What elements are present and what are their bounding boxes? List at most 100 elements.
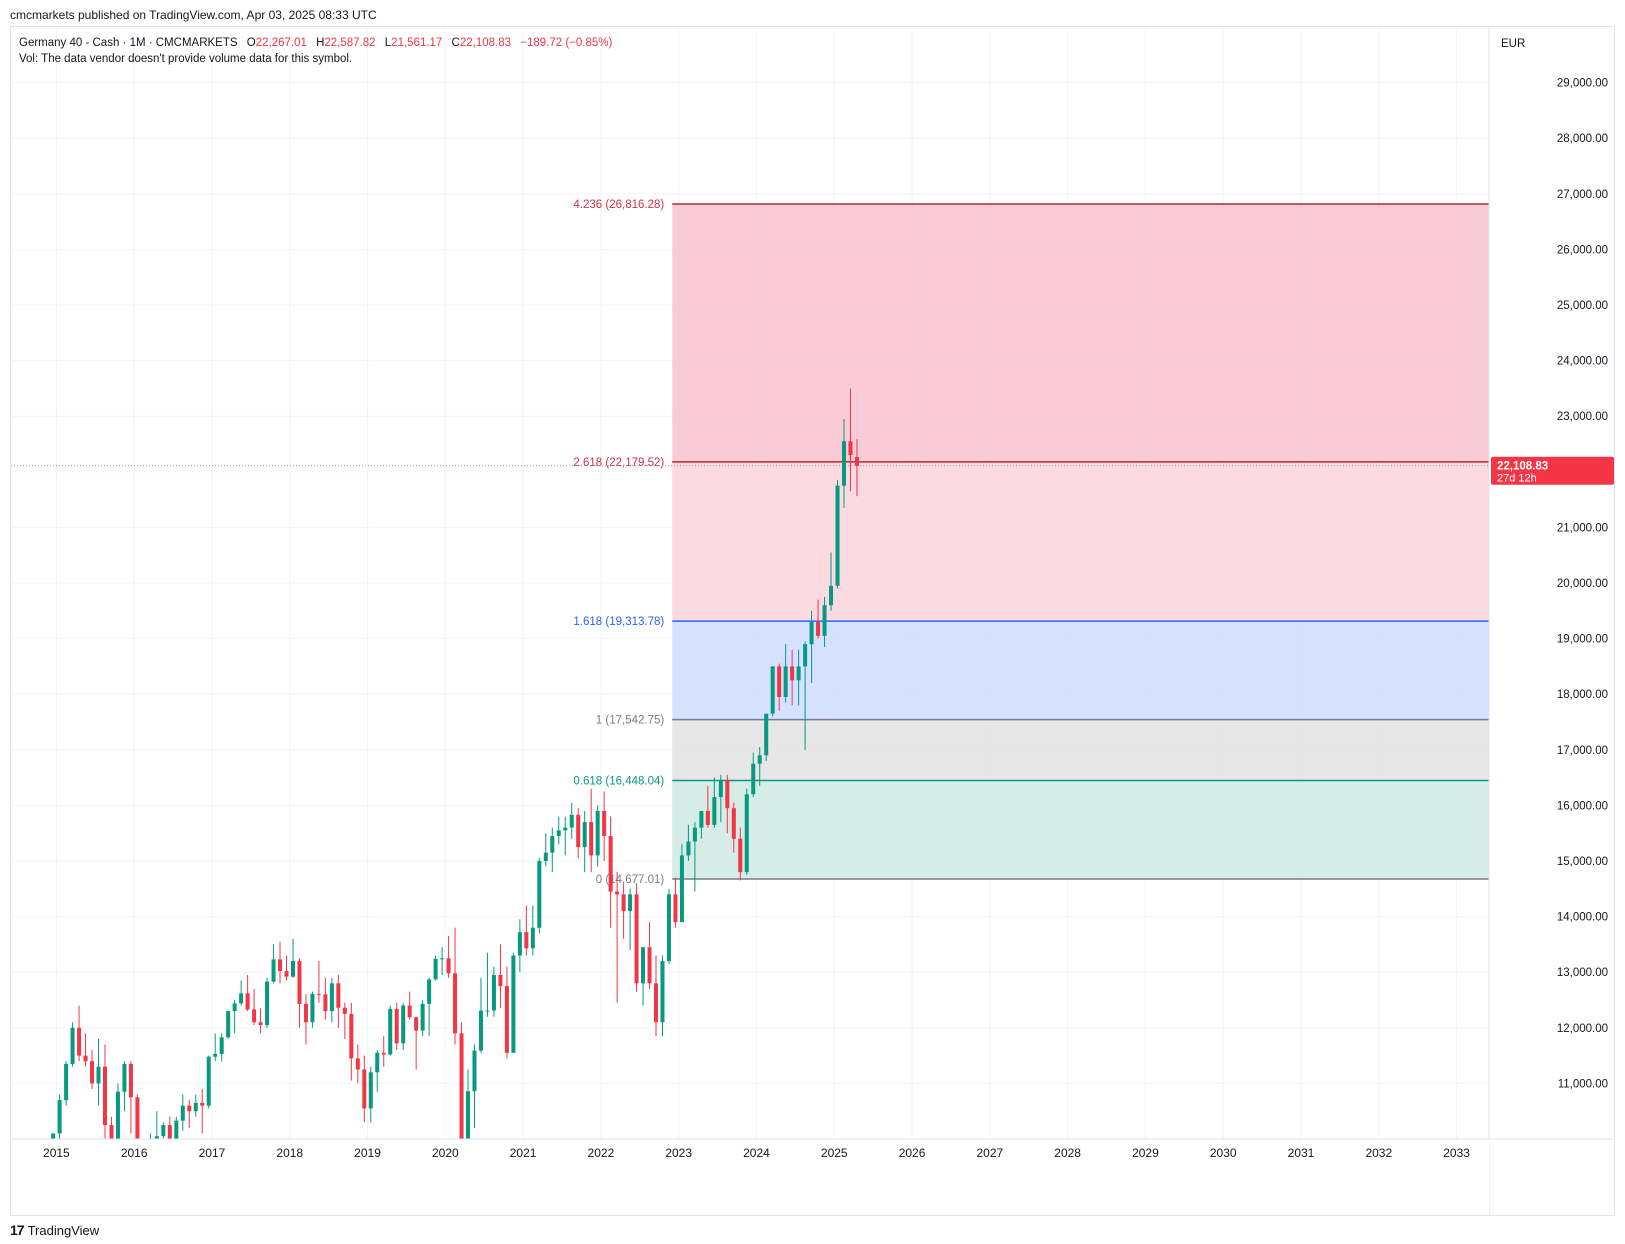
- candle-body: [576, 814, 581, 848]
- x-tick-label: 2020: [432, 1146, 459, 1160]
- candle-body: [634, 894, 639, 984]
- candle-body: [718, 780, 723, 798]
- y-tick-label: 13,000.00: [1557, 967, 1608, 979]
- candle-body: [790, 666, 795, 681]
- symbol-name[interactable]: Germany 40 - Cash · 1M · CMCMARKETS: [19, 37, 238, 49]
- x-tick-label: 2019: [354, 1146, 381, 1160]
- candle-body: [504, 986, 509, 1053]
- candle-body: [543, 852, 548, 861]
- candle-body: [602, 810, 607, 836]
- candle-body: [731, 808, 736, 839]
- candle-body: [64, 1063, 69, 1101]
- y-tick-label: 11,000.00: [1558, 1078, 1608, 1090]
- fib-level-label-0: 0 (14,677.01): [596, 874, 665, 886]
- candle-body: [641, 947, 646, 984]
- x-tick-label: 2021: [510, 1146, 537, 1160]
- candle-body: [517, 932, 522, 956]
- last-price-badge: [1491, 456, 1614, 485]
- candle-body: [699, 810, 704, 828]
- candle-body: [329, 983, 334, 1012]
- candle-body: [368, 1072, 373, 1109]
- candle-body: [414, 1017, 419, 1031]
- candle-body: [673, 894, 678, 923]
- candle-body: [440, 958, 445, 960]
- candle-body: [466, 1091, 471, 1143]
- candle-body: [816, 621, 821, 636]
- x-tick-label: 2029: [1132, 1146, 1159, 1160]
- candle-body: [433, 958, 438, 980]
- candle-body: [569, 814, 574, 828]
- candle-body: [751, 763, 756, 795]
- candle-body: [200, 1102, 205, 1106]
- candle-body: [226, 1011, 231, 1038]
- chart-canvas[interactable]: 0 (14,677.01) 0.618 (16,448.04) 1 (17,542.…: [11, 27, 1615, 1216]
- fib-level-label-2.618: 2.618 (22,179.52): [573, 457, 664, 469]
- candle-body: [388, 1008, 393, 1055]
- candle-body: [115, 1091, 120, 1159]
- y-tick-label: 17,000.00: [1557, 745, 1608, 757]
- high-label: H: [316, 37, 325, 49]
- candle-body: [550, 835, 555, 853]
- y-tick-label: 23,000.00: [1557, 411, 1608, 423]
- chart-area[interactable]: Germany 40 - Cash · 1M · CMCMARKETS O22,…: [10, 26, 1615, 1216]
- tradingview-brand[interactable]: 17 TradingView: [10, 1222, 99, 1238]
- candle-body: [90, 1061, 95, 1084]
- candle-body: [394, 1008, 399, 1044]
- candle-body: [271, 959, 276, 982]
- candle-body: [705, 810, 710, 825]
- y-tick-label: 26,000.00: [1557, 244, 1608, 256]
- candle-body: [96, 1066, 101, 1084]
- candle-body: [829, 585, 834, 606]
- candle-body: [128, 1063, 133, 1098]
- open-value: 22,267.01: [255, 37, 307, 49]
- candle-body: [252, 1009, 257, 1023]
- candle-body: [679, 855, 684, 923]
- candle-body: [498, 974, 503, 987]
- candle-body: [511, 955, 516, 1053]
- candle-body: [278, 959, 283, 972]
- x-tick-label: 2030: [1210, 1146, 1237, 1160]
- tradingview-logo-icon: 17: [10, 1222, 25, 1238]
- candle-body: [491, 974, 496, 1011]
- candle-body: [647, 947, 652, 984]
- x-tick-label: 2027: [976, 1146, 1003, 1160]
- candle-body: [213, 1053, 218, 1057]
- low-value: 21,561.17: [391, 37, 443, 49]
- candle-body: [835, 485, 840, 586]
- x-tick-label: 2023: [665, 1146, 692, 1160]
- candle-body: [446, 958, 451, 974]
- x-tick-label: 2017: [199, 1146, 226, 1160]
- candle-body: [420, 1003, 425, 1031]
- y-tick-label: 25,000.00: [1557, 300, 1608, 312]
- candle-body: [666, 894, 671, 962]
- candle-body: [563, 827, 568, 831]
- candle-body: [193, 1102, 198, 1112]
- candle-body: [70, 1027, 75, 1064]
- x-tick-label: 2031: [1288, 1146, 1315, 1160]
- candle-body: [589, 822, 594, 856]
- candle-body: [738, 838, 743, 873]
- x-tick-label: 2022: [588, 1146, 615, 1160]
- candle-body: [686, 841, 691, 856]
- candle-body: [803, 644, 808, 667]
- candle-body: [472, 1050, 477, 1092]
- y-tick-label: 21,000.00: [1557, 522, 1608, 534]
- publisher-line: cmcmarkets published on TradingView.com,…: [10, 8, 377, 22]
- y-tick-label: 18,000.00: [1557, 689, 1608, 701]
- price-axis: [1489, 27, 1614, 1215]
- fib-band-green: [672, 780, 1489, 879]
- fib-band-blue: [672, 621, 1489, 720]
- candle-body: [848, 441, 853, 456]
- candle-body: [265, 981, 270, 1026]
- candle-body: [83, 1055, 88, 1062]
- x-tick-label: 2033: [1443, 1146, 1470, 1160]
- candle-body: [187, 1105, 192, 1112]
- candle-body: [316, 993, 321, 995]
- y-tick-label: 20,000.00: [1557, 578, 1608, 590]
- candle-body: [595, 810, 600, 856]
- candle-body: [459, 1033, 464, 1143]
- candle-body: [615, 891, 620, 895]
- candle-body: [303, 1003, 308, 1023]
- candle-body: [297, 961, 302, 1004]
- candle-body: [822, 605, 827, 636]
